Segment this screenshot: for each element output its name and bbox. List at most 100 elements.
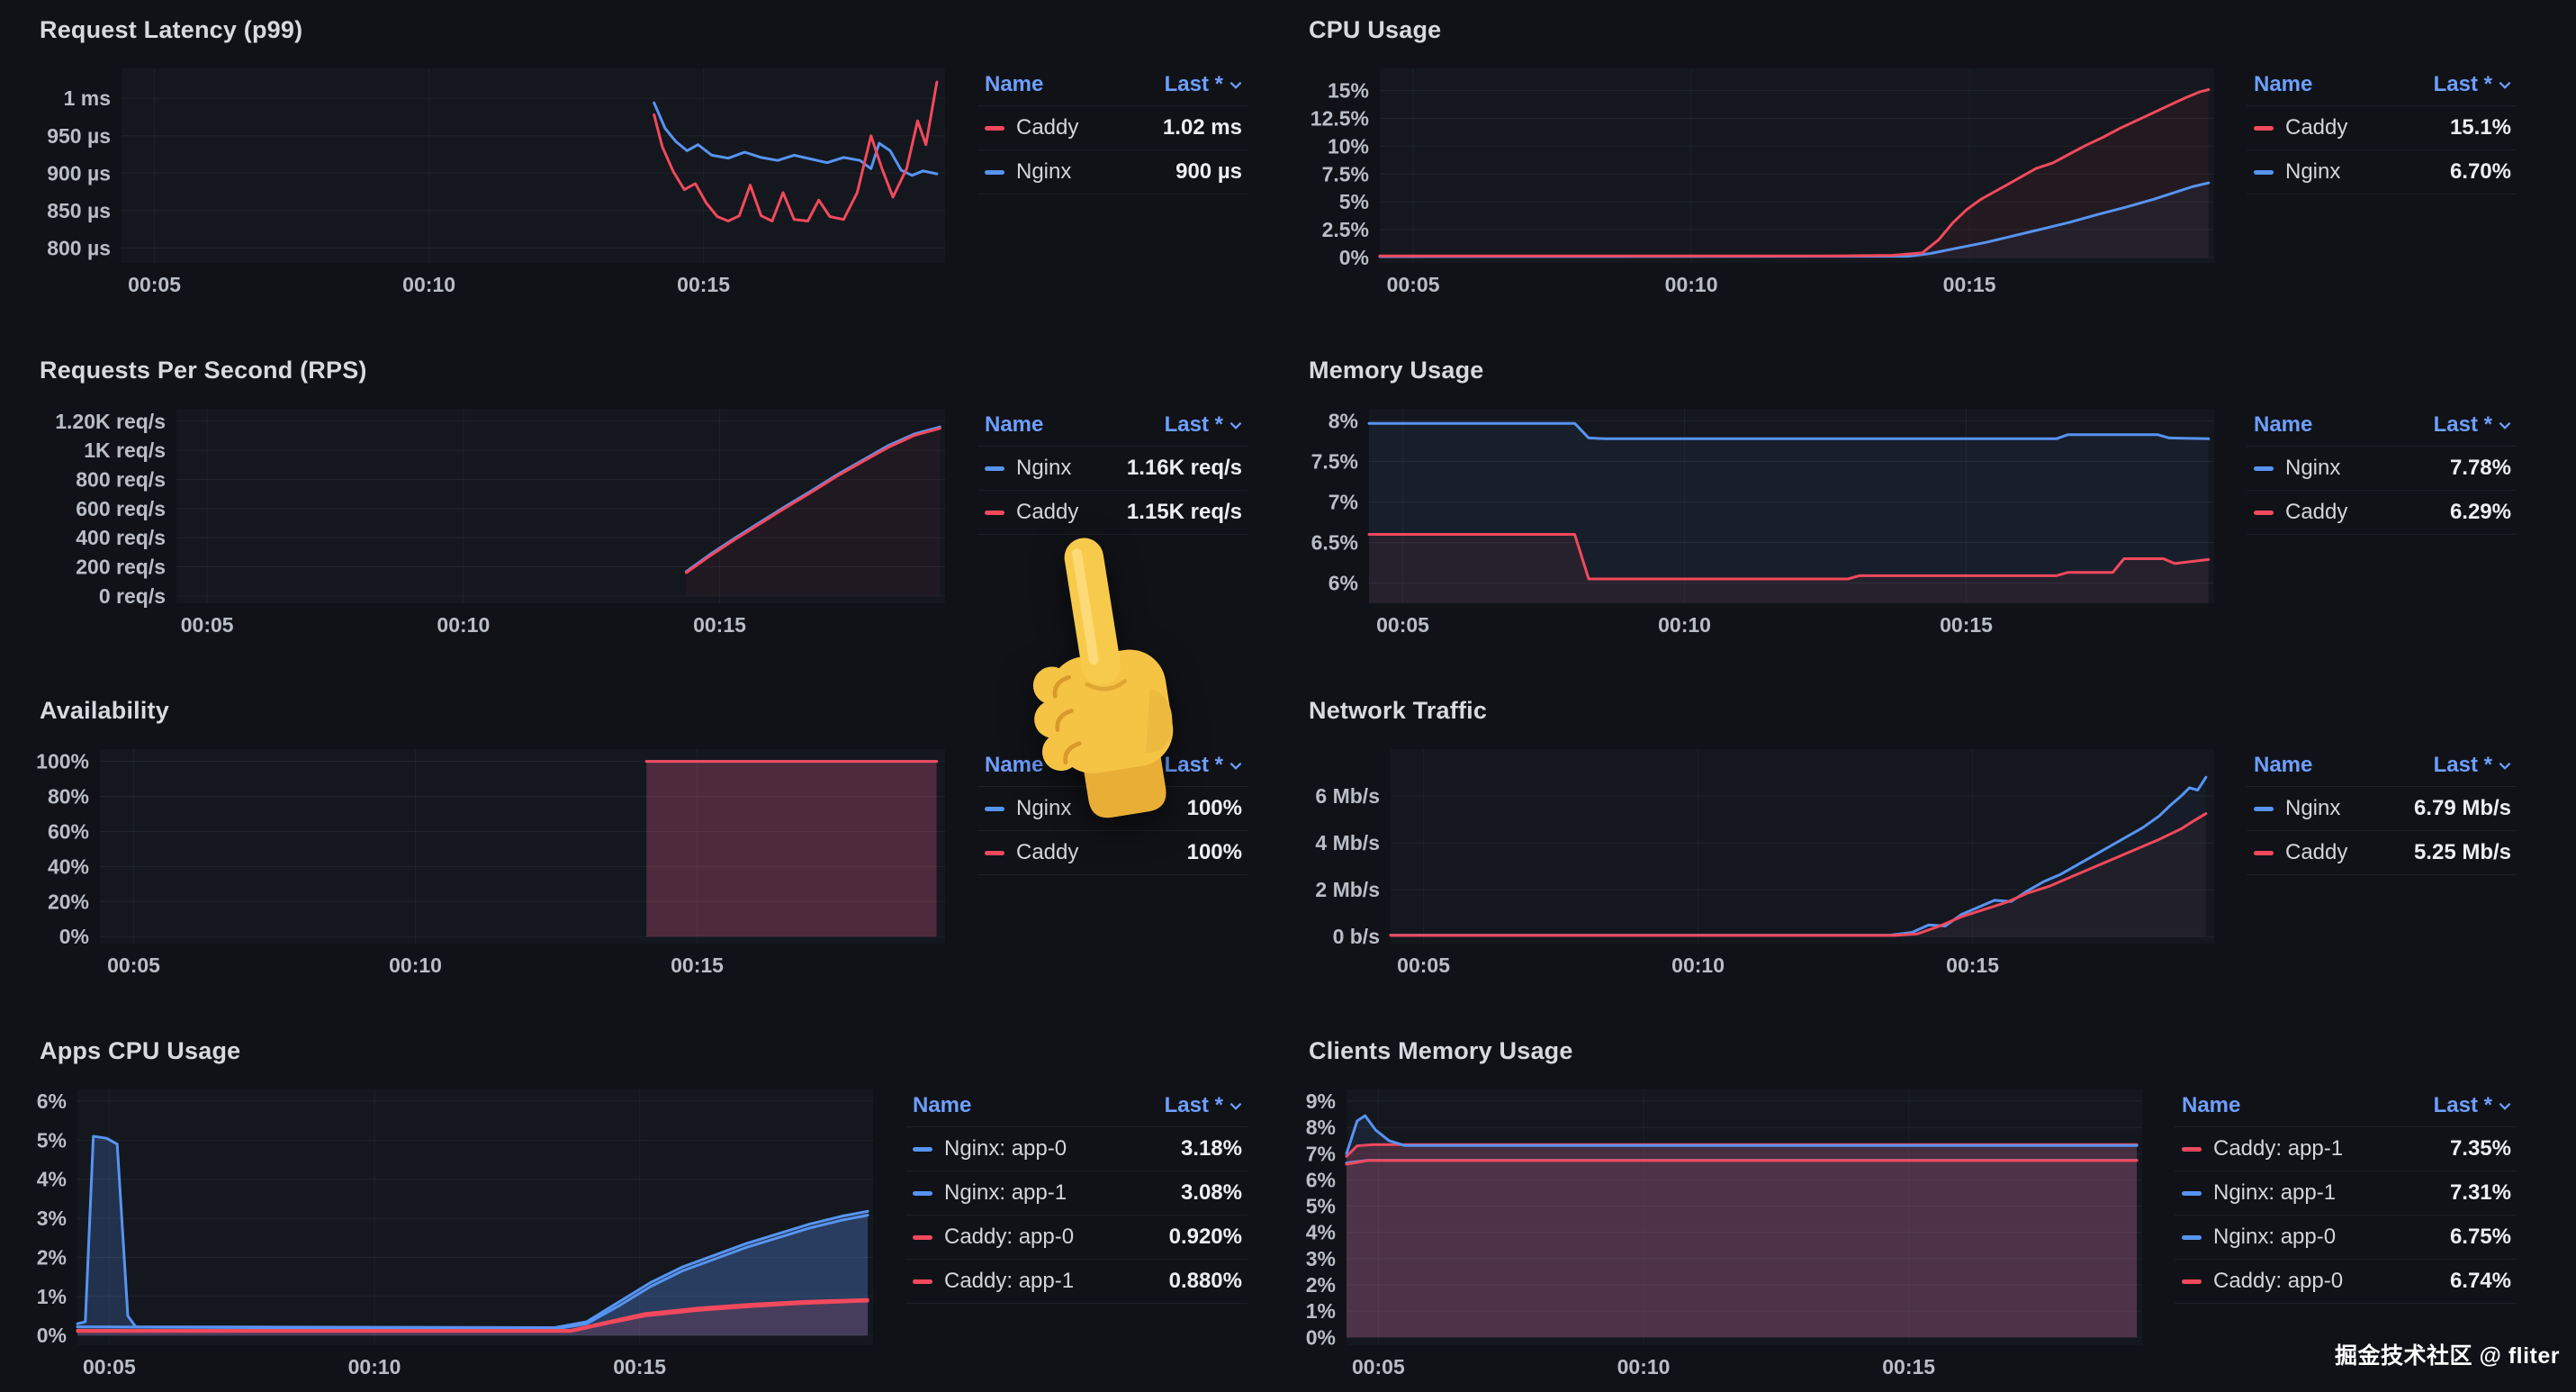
series-name: Caddy — [1016, 840, 1079, 864]
svg-text:00:10: 00:10 — [1658, 613, 1711, 637]
legend-row[interactable]: Caddy 1.02 ms — [977, 106, 1247, 150]
series-color-swatch — [2254, 169, 2274, 175]
legend-row[interactable]: Nginx: app-0 3.18% — [905, 1127, 1247, 1171]
legend-name-header[interactable]: Name — [2182, 1093, 2241, 1117]
legend-row[interactable]: Nginx 6.70% — [2247, 150, 2517, 194]
panel-title[interactable]: Clients Memory Usage — [1309, 1037, 1573, 1064]
svg-text:6.5%: 6.5% — [1311, 531, 1358, 555]
series-name: Nginx — [1016, 159, 1072, 184]
legend-row[interactable]: Caddy: app-1 0.880% — [905, 1260, 1247, 1304]
memory-usage-chart[interactable]: 00:05 00:10 00:15 8% 7.5% 7% 6.5% 6% — [1305, 400, 2221, 645]
legend-last-header[interactable]: Last * — [2434, 1093, 2511, 1118]
svg-text:00:05: 00:05 — [1397, 954, 1450, 977]
series-last-value: 7.31% — [2449, 1180, 2511, 1205]
legend-table: Name Last * Nginx 6.79 Mb/s Caddy 5.25 Mb/s — [2247, 740, 2517, 985]
legend-name-header[interactable]: Name — [2254, 72, 2313, 96]
legend-row[interactable]: Nginx: app-1 7.31% — [2175, 1171, 2517, 1216]
svg-text:0%: 0% — [1339, 246, 1369, 269]
panel-title[interactable]: Requests Per Second (RPS) — [40, 357, 367, 384]
legend-last-header[interactable]: Last * — [2434, 72, 2511, 97]
svg-text:15%: 15% — [1328, 79, 1369, 103]
series-last-value: 5.25 Mb/s — [2413, 840, 2511, 864]
series-last-value: 1.15K req/s — [1126, 500, 1242, 524]
legend-last-header[interactable]: Last * — [1165, 753, 1242, 778]
legend-name-header[interactable]: Name — [2254, 412, 2313, 437]
legend-row[interactable]: Nginx: app-1 3.08% — [905, 1171, 1247, 1216]
legend-row[interactable]: Nginx 6.79 Mb/s — [2247, 787, 2517, 831]
svg-text:8%: 8% — [1306, 1116, 1336, 1139]
panel-cpu-usage: CPU Usage 00:05 00:10 00:15 15% 12.5% 10% 7.5%… — [1305, 9, 2517, 349]
legend-header: Name Last * — [905, 1088, 1247, 1127]
legend-last-header[interactable]: Last * — [1165, 72, 1242, 97]
svg-text:1K req/s: 1K req/s — [84, 438, 166, 462]
legend-row[interactable]: Nginx 1.16K req/s — [977, 447, 1247, 491]
apps-cpu-usage-chart[interactable]: 00:05 00:10 00:15 6% 5% 4% 3% 2% 1% 0% — [36, 1080, 880, 1387]
legend-row[interactable]: Nginx 900 µs — [977, 150, 1247, 194]
legend-name-header[interactable]: Name — [985, 72, 1044, 96]
legend-last-header[interactable]: Last * — [2434, 753, 2511, 778]
svg-text:1%: 1% — [37, 1285, 67, 1308]
panel-title[interactable]: Availability — [40, 697, 169, 724]
legend-row[interactable]: Caddy 1.15K req/s — [977, 491, 1247, 535]
svg-text:600 req/s: 600 req/s — [76, 497, 166, 520]
svg-text:200 req/s: 200 req/s — [76, 556, 166, 579]
legend-row[interactable]: Caddy: app-1 7.35% — [2175, 1127, 2517, 1171]
watermark: 掘金技术社区 @ fliter — [2335, 1343, 2560, 1369]
series-color-swatch — [913, 1234, 932, 1240]
svg-text:00:15: 00:15 — [1940, 613, 1993, 637]
legend-name-header[interactable]: Name — [985, 412, 1044, 437]
series-color-swatch — [2254, 125, 2274, 131]
svg-text:00:15: 00:15 — [1882, 1355, 1935, 1378]
svg-text:00:15: 00:15 — [671, 954, 724, 977]
legend-row[interactable]: Caddy 15.1% — [2247, 106, 2517, 150]
svg-text:0 req/s: 0 req/s — [99, 584, 166, 608]
network-traffic-chart[interactable]: 00:05 00:10 00:15 6 Mb/s 4 Mb/s 2 Mb/s 0 b/s — [1305, 740, 2221, 985]
panel-title[interactable]: Network Traffic — [1309, 697, 1488, 724]
legend-name-header[interactable]: Name — [2254, 753, 2313, 777]
panel-clients-memory-usage: Clients Memory Usage 00:05 00:10 00:15 9% 8%… — [1305, 1030, 2517, 1392]
rps-chart[interactable]: 00:05 00:10 00:15 1.20K req/s 1K req/s 800 re… — [36, 400, 952, 645]
legend-last-header[interactable]: Last * — [2434, 412, 2511, 438]
legend-row[interactable]: Nginx 100% — [977, 787, 1247, 831]
cpu-usage-chart[interactable]: 00:05 00:10 00:15 15% 12.5% 10% 7.5% 5% 2.5% 0% — [1305, 59, 2221, 304]
legend-row[interactable]: Nginx 7.78% — [2247, 447, 2517, 491]
series-last-value: 3.18% — [1180, 1136, 1242, 1161]
legend-last-header[interactable]: Last * — [1165, 1093, 1242, 1118]
series-last-value: 0.920% — [1168, 1225, 1242, 1249]
clients-memory-usage-chart[interactable]: 00:05 00:10 00:15 9% 8% 7% 6% 5% 4% 3% 2% 1% 0% — [1305, 1080, 2149, 1387]
series-color-swatch — [985, 850, 1004, 855]
svg-text:800 req/s: 800 req/s — [76, 467, 166, 491]
svg-text:800 µs: 800 µs — [47, 236, 111, 259]
panel-title[interactable]: Memory Usage — [1309, 357, 1484, 384]
svg-text:5%: 5% — [1306, 1195, 1336, 1218]
request-latency-chart[interactable]: 00:05 00:10 00:15 1 ms 950 µs 900 µs 850 µs 800… — [36, 59, 952, 304]
sort-caret-icon — [1229, 421, 1242, 429]
panel-title[interactable]: Apps CPU Usage — [40, 1037, 241, 1064]
series-color-swatch — [2182, 1279, 2202, 1284]
panel-title[interactable]: Request Latency (p99) — [40, 16, 303, 43]
availability-chart[interactable]: 00:05 00:10 00:15 100% 80% 60% 40% 20% 0% — [36, 740, 952, 985]
series-last-value: 7.78% — [2449, 456, 2511, 480]
legend-last-header[interactable]: Last * — [1165, 412, 1242, 438]
legend-row[interactable]: Caddy 100% — [977, 831, 1247, 875]
series-name: Caddy: app-0 — [944, 1225, 1075, 1249]
legend-row[interactable]: Caddy: app-0 6.74% — [2175, 1260, 2517, 1304]
svg-text:400 req/s: 400 req/s — [76, 526, 166, 549]
series-name: Nginx — [2285, 456, 2341, 480]
panel-availability: Availability 00:05 00:10 00:15 100% 80% 60% 40… — [36, 690, 1247, 1030]
legend-row[interactable]: Caddy 6.29% — [2247, 491, 2517, 535]
legend-row[interactable]: Caddy 5.25 Mb/s — [2247, 831, 2517, 875]
series-name: Caddy — [1016, 500, 1079, 524]
legend-name-header[interactable]: Name — [985, 753, 1044, 777]
series-color-swatch — [913, 1146, 932, 1152]
svg-text:2.5%: 2.5% — [1322, 218, 1369, 241]
series-name: Nginx: app-0 — [2213, 1225, 2337, 1249]
legend-header: Name Last * — [977, 67, 1247, 106]
legend-row[interactable]: Nginx: app-0 6.75% — [2175, 1216, 2517, 1260]
legend-row[interactable]: Caddy: app-0 0.920% — [905, 1216, 1247, 1260]
panel-title[interactable]: CPU Usage — [1309, 16, 1442, 43]
series-color-swatch — [2182, 1234, 2202, 1240]
legend-name-header[interactable]: Name — [913, 1093, 972, 1117]
series-name: Caddy — [2285, 115, 2348, 140]
